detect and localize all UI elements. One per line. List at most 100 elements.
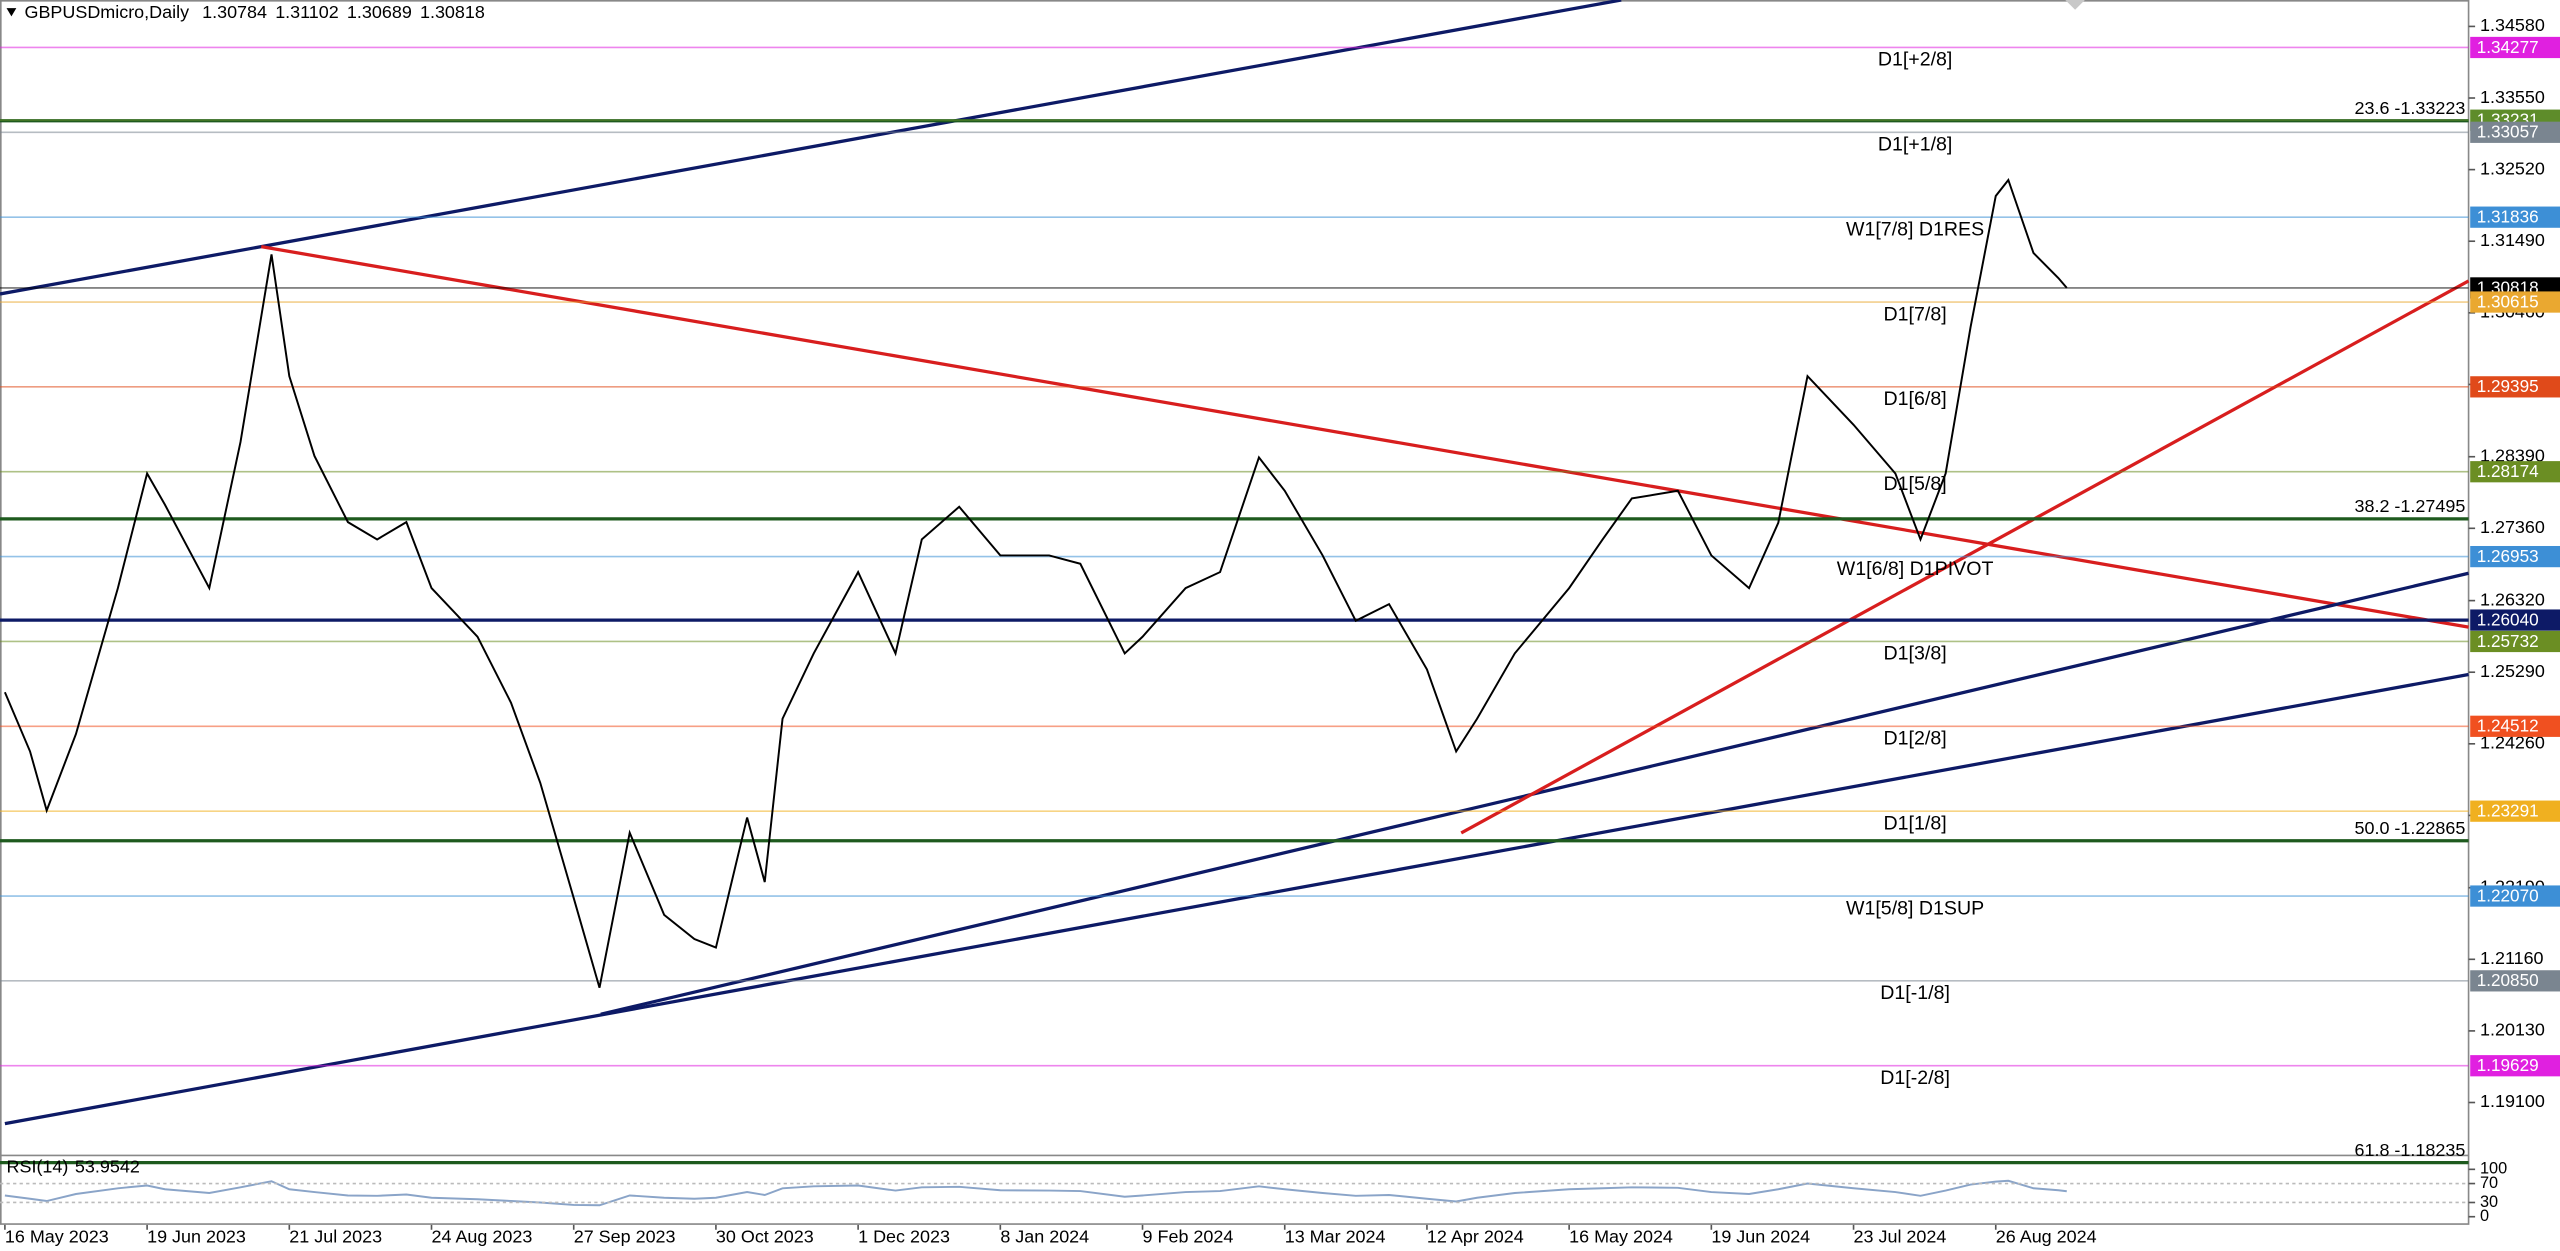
level-label: D1[7/8]	[1884, 303, 1947, 325]
price-box	[2470, 970, 2560, 992]
trend-line	[260, 244, 2469, 629]
marks	[3, 177, 2068, 1207]
price-box-label: 1.19629	[2477, 1055, 2539, 1075]
x-tick-label: 27 Sep 2023	[574, 1227, 676, 1247]
fib-label: 61.8 -1.18235	[2355, 1140, 2466, 1160]
price-box-label: 1.20850	[2477, 970, 2539, 990]
y-tick-label: 1.27360	[2480, 517, 2545, 537]
x-tick-label: 9 Feb 2024	[1143, 1227, 1234, 1247]
y-tick-label: 1.32520	[2480, 158, 2545, 178]
fib-label: 50.0 -1.22865	[2355, 818, 2466, 838]
y-tick-label: 1.31490	[2480, 230, 2545, 250]
x-tick-label: 16 May 2024	[1569, 1227, 1673, 1247]
y-tick-label: 1.21160	[2480, 948, 2544, 968]
x-tick-label: 16 May 2023	[5, 1227, 109, 1247]
level-label: W1[7/8] D1RES	[1846, 218, 1984, 240]
x-tick-label: 19 Jun 2023	[147, 1227, 246, 1247]
price-line	[3, 177, 2068, 989]
rsi-tick-label: 30	[2480, 1193, 2498, 1211]
price-box	[2470, 885, 2560, 907]
price-box	[2470, 121, 2560, 143]
ohlc-value: 1.31102	[275, 2, 339, 22]
level-label: D1[2/8]	[1884, 728, 1947, 750]
price-box-label: 1.30615	[2477, 291, 2539, 311]
level-label: W1[6/8] D1PIVOT	[1837, 558, 1994, 580]
x-tick-label: 19 Jun 2024	[1711, 1227, 1810, 1247]
price-box	[2470, 291, 2560, 313]
price-box	[2470, 36, 2560, 59]
price-box-label: 1.34277	[2477, 37, 2539, 57]
level-label: W1[5/8] D1SUP	[1846, 897, 1984, 919]
level-label: D1[-2/8]	[1880, 1067, 1950, 1089]
y-tick-label: 1.28390	[2480, 445, 2545, 465]
rsi-line	[4, 1179, 2067, 1207]
price-box	[2470, 630, 2560, 653]
levels: D1[+2/8] 23.6 -1.33223 D1[+1/8] W1[7/8] D1R…	[0, 46, 2469, 1165]
y-tick-label: 1.24260	[2480, 733, 2545, 753]
price-box-label: 1.29395	[2477, 376, 2539, 396]
rsi-tick-label: 70	[2480, 1174, 2498, 1192]
level-label: D1[+1/8]	[1878, 134, 1953, 156]
x-tick-label: 1 Dec 2023	[858, 1227, 950, 1247]
rsi-value: 53.9542	[75, 1156, 140, 1176]
x-tick-label: 26 Aug 2024	[1996, 1227, 2097, 1247]
x-tick-label: 21 Jul 2023	[289, 1227, 382, 1247]
symbol: GBPUSDmicro,Daily	[24, 2, 189, 22]
price-box-label: 1.31836	[2477, 207, 2539, 227]
level-label: D1[1/8]	[1884, 812, 1947, 834]
y-tick-label: 1.19100	[2480, 1091, 2545, 1111]
price-boxes: 1.342771.332311.330571.318361.308181.306…	[2470, 37, 2560, 1077]
price-box	[2470, 800, 2560, 822]
y-tick-label: 1.34580	[2480, 15, 2545, 35]
trend-lines	[0, 0, 2470, 1126]
header: GBPUSDmicro,Daily 1.30784 1.31102 1.30689 1.…	[24, 2, 484, 22]
x-tick-label: 24 Aug 2023	[432, 1227, 533, 1247]
price-box-label: 1.23291	[2477, 801, 2539, 821]
header-arrow	[6, 8, 17, 17]
level-label: D1[6/8]	[1884, 388, 1947, 410]
shift-marker	[2065, 0, 2085, 10]
price-box-label: 1.28174	[2477, 461, 2539, 481]
rsi-name: RSI(14)	[7, 1156, 69, 1176]
price-box	[2470, 545, 2560, 568]
ohlc-value: 1.30689	[347, 2, 412, 22]
price-box	[2470, 609, 2560, 631]
price-box	[2470, 376, 2560, 398]
y-tick-label: 1.20130	[2480, 1020, 2545, 1040]
price-box	[2470, 1055, 2560, 1077]
x-tick-label: 8 Jan 2024	[1000, 1227, 1089, 1247]
x-tick-label: 30 Oct 2023	[716, 1227, 814, 1247]
ohlc-value: 1.30818	[420, 2, 485, 22]
level-label: D1[5/8]	[1884, 473, 1947, 495]
fib-label: 38.2 -1.27495	[2355, 496, 2466, 516]
y-tick-label: 1.25290	[2480, 661, 2545, 681]
price-box	[2470, 461, 2560, 483]
price-box	[2470, 715, 2560, 737]
price-box-label: 1.26040	[2477, 609, 2539, 629]
y-tick-label: 1.33550	[2480, 87, 2545, 107]
rsi-tick-label: 0	[2480, 1207, 2489, 1225]
axes: 16 May 2023 19 Jun 2023 21 Jul 2023 24 Aug …	[0, 15, 2545, 1247]
rsi-title: RSI(14) 53.9542	[7, 1156, 140, 1176]
y-tick-label: 1.26320	[2480, 589, 2545, 609]
trend-line	[0, 0, 1622, 296]
x-tick-label: 12 Apr 2024	[1427, 1227, 1524, 1247]
rsi-tick-label: 100	[2480, 1160, 2507, 1178]
x-tick-label: 13 Mar 2024	[1285, 1227, 1386, 1247]
price-box-label: 1.33057	[2477, 122, 2539, 142]
level-label: D1[+2/8]	[1878, 49, 1953, 71]
price-box	[2470, 206, 2560, 228]
level-label: D1[3/8]	[1884, 643, 1947, 665]
ohlc-value: 1.30784	[202, 2, 267, 22]
plot-frame	[0, 0, 2470, 1225]
x-tick-label: 23 Jul 2024	[1854, 1227, 1947, 1247]
level-label: D1[-1/8]	[1880, 982, 1950, 1004]
trend-line	[4, 672, 2469, 1126]
price-box-label: 1.25732	[2477, 631, 2539, 651]
price-box-label: 1.26953	[2477, 546, 2539, 566]
price-box-label: 1.22070	[2477, 885, 2539, 905]
price-box-label: 1.24512	[2477, 716, 2539, 736]
fib-label: 23.6 -1.33223	[2355, 98, 2466, 118]
